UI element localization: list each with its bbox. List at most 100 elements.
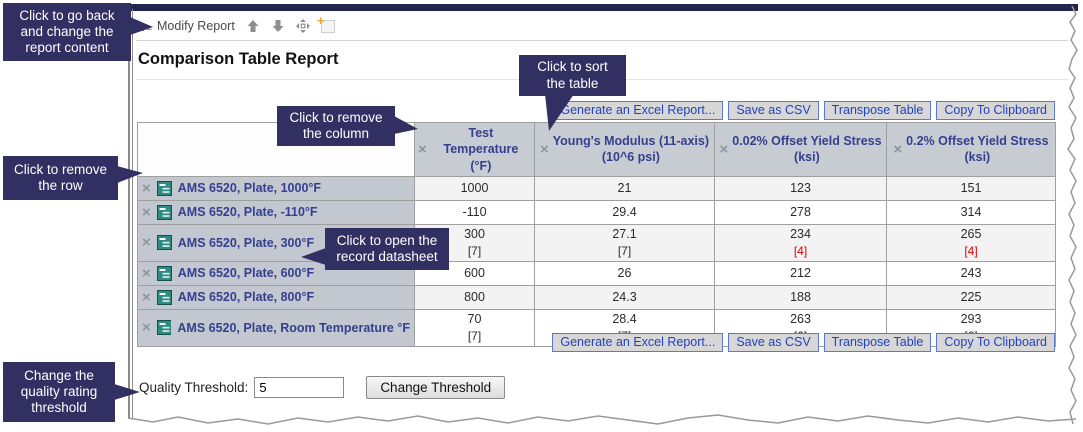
- table-actions-bottom: Generate an Excel Report... Save as CSV …: [552, 333, 1055, 352]
- cell: 21: [534, 175, 715, 201]
- row-label[interactable]: AMS 6520, Plate, Room Temperature °F: [177, 320, 410, 335]
- row-label[interactable]: AMS 6520, Plate, 800°F: [177, 290, 315, 305]
- callout-line: quality rating: [20, 383, 98, 399]
- datasheet-icon[interactable]: [156, 289, 172, 305]
- callout-line: Click to sort: [537, 59, 608, 75]
- generate-excel-button[interactable]: Generate an Excel Report...: [552, 333, 724, 352]
- change-threshold-button[interactable]: Change Threshold: [366, 376, 506, 399]
- column-header-002-offset[interactable]: × 0.02% Offset Yield Stress (ksi): [714, 122, 887, 177]
- row-label[interactable]: AMS 6520, Plate, 1000°F: [177, 181, 322, 196]
- callout-go-back: Click to go back and change the report c…: [3, 3, 131, 61]
- callout-line: the column: [302, 126, 370, 141]
- cell: -110: [414, 199, 535, 225]
- toolbar-separator: [136, 40, 1068, 41]
- column-header-02-offset[interactable]: × 0.2% Offset Yield Stress (ksi): [886, 122, 1056, 177]
- page-title: Comparison Table Report: [138, 50, 339, 68]
- table-row: × AMS 6520, Plate, -110°F -110 29.4 278 …: [137, 199, 1056, 225]
- callout-line: the row: [38, 178, 83, 193]
- move-up-icon[interactable]: [246, 19, 260, 33]
- datasheet-icon[interactable]: [156, 204, 172, 220]
- column-name: 0.2% Offset Yield Stress: [906, 134, 1049, 149]
- quality-note: [7]: [467, 329, 482, 344]
- remove-row-icon[interactable]: ×: [142, 264, 151, 282]
- copy-clipboard-button[interactable]: Copy To Clipboard: [936, 101, 1055, 120]
- cell: 278: [714, 199, 887, 225]
- quality-threshold-input[interactable]: [254, 377, 345, 398]
- remove-column-icon[interactable]: ×: [893, 140, 903, 158]
- transpose-table-button[interactable]: Transpose Table: [823, 101, 932, 120]
- window-left-border: [128, 9, 133, 419]
- modify-report-label: Modify Report: [157, 19, 235, 33]
- cell: 212: [714, 260, 887, 286]
- callout-line: Click to open the: [336, 232, 438, 248]
- table-row: × AMS 6520, Plate, 800°F 800 24.3 188 22…: [137, 284, 1056, 310]
- row-header[interactable]: × AMS 6520, Plate, Room Temperature °F: [137, 308, 415, 347]
- remove-column-icon[interactable]: ×: [540, 140, 549, 158]
- column-unit: (ksi): [794, 150, 820, 165]
- remove-row-icon[interactable]: ×: [142, 319, 151, 337]
- row-label[interactable]: AMS 6520, Plate, 300°F: [177, 235, 315, 250]
- column-unit: (10^6 psi): [601, 150, 660, 165]
- column-header-youngs-modulus[interactable]: × Young's Modulus (11-axis) (10^6 psi): [534, 122, 715, 177]
- move-icon[interactable]: [295, 19, 310, 33]
- remove-row-icon[interactable]: ×: [142, 288, 151, 306]
- callout-line: Change the: [24, 367, 94, 383]
- torn-bottom-edge: [128, 414, 1077, 425]
- cell: 800: [414, 284, 535, 310]
- callout-line: record datasheet: [336, 249, 438, 264]
- remove-row-icon[interactable]: ×: [142, 203, 151, 221]
- remove-column-icon[interactable]: ×: [418, 140, 427, 158]
- remove-row-icon[interactable]: ×: [142, 179, 151, 197]
- callout-line: the table: [546, 75, 599, 91]
- row-header[interactable]: × AMS 6520, Plate, -110°F: [137, 199, 415, 225]
- add-report-icon[interactable]: +: [317, 13, 335, 33]
- cell: 234 [4]: [714, 223, 887, 262]
- datasheet-icon[interactable]: [156, 180, 172, 196]
- generate-excel-button[interactable]: Generate an Excel Report...: [552, 101, 724, 120]
- quality-note: [7]: [617, 244, 632, 259]
- remove-column-icon[interactable]: ×: [719, 140, 729, 158]
- datasheet-icon[interactable]: [156, 265, 172, 281]
- table-row: × AMS 6520, Plate, 600°F 600 26 212 243: [137, 260, 1056, 286]
- cell: 123: [714, 175, 887, 201]
- column-header-test-temperature[interactable]: × Test Temperature (°F): [414, 122, 535, 177]
- save-csv-button[interactable]: Save as CSV: [728, 333, 819, 352]
- quality-note: [7]: [467, 244, 482, 259]
- cell: 29.4: [534, 199, 715, 225]
- cell: 26: [534, 260, 715, 286]
- quality-threshold-label: Quality Threshold:: [139, 380, 249, 395]
- datasheet-icon[interactable]: [156, 235, 172, 251]
- cell: 151: [886, 175, 1056, 201]
- modify-report-button[interactable]: ← Modify Report: [138, 18, 235, 35]
- row-header[interactable]: × AMS 6520, Plate, 1000°F: [137, 175, 415, 201]
- cell: 314: [886, 199, 1056, 225]
- move-down-icon[interactable]: [271, 19, 285, 33]
- copy-clipboard-button[interactable]: Copy To Clipboard: [936, 333, 1055, 352]
- callout-open-datasheet: Click to open the record datasheet: [325, 228, 449, 270]
- torn-right-edge: [1067, 6, 1078, 425]
- cell: 1000: [414, 175, 535, 201]
- row-header[interactable]: × AMS 6520, Plate, 600°F: [137, 260, 415, 286]
- window-top-bar: [126, 4, 1078, 11]
- row-label[interactable]: AMS 6520, Plate, -110°F: [177, 205, 318, 220]
- back-arrow-icon: ←: [138, 16, 155, 36]
- cell: 225: [886, 284, 1056, 310]
- report-toolbar: ← Modify Report +: [138, 13, 335, 37]
- callout-line: Click to go back: [19, 7, 115, 23]
- transpose-table-button[interactable]: Transpose Table: [823, 333, 932, 352]
- save-csv-button[interactable]: Save as CSV: [728, 101, 819, 120]
- callout-remove-row: Click to remove the row: [3, 156, 118, 200]
- column-name: 0.02% Offset Yield Stress: [732, 134, 882, 149]
- callout-line: report content: [25, 40, 109, 56]
- cell: 243: [886, 260, 1056, 286]
- column-name: Test Temperature: [443, 126, 519, 157]
- column-name: Young's Modulus (11-axis): [552, 134, 709, 149]
- row-label[interactable]: AMS 6520, Plate, 600°F: [177, 266, 315, 281]
- cell: 24.3: [534, 284, 715, 310]
- remove-row-icon[interactable]: ×: [142, 234, 151, 252]
- datasheet-icon[interactable]: [156, 320, 172, 336]
- table-row: × AMS 6520, Plate, 300°F 300 [7] 27.1 [7] …: [137, 223, 1056, 262]
- callout-line: and change the: [20, 23, 114, 39]
- row-header[interactable]: × AMS 6520, Plate, 800°F: [137, 284, 415, 310]
- comparison-table: × Test Temperature (°F) × Young's Modulu…: [137, 122, 1056, 347]
